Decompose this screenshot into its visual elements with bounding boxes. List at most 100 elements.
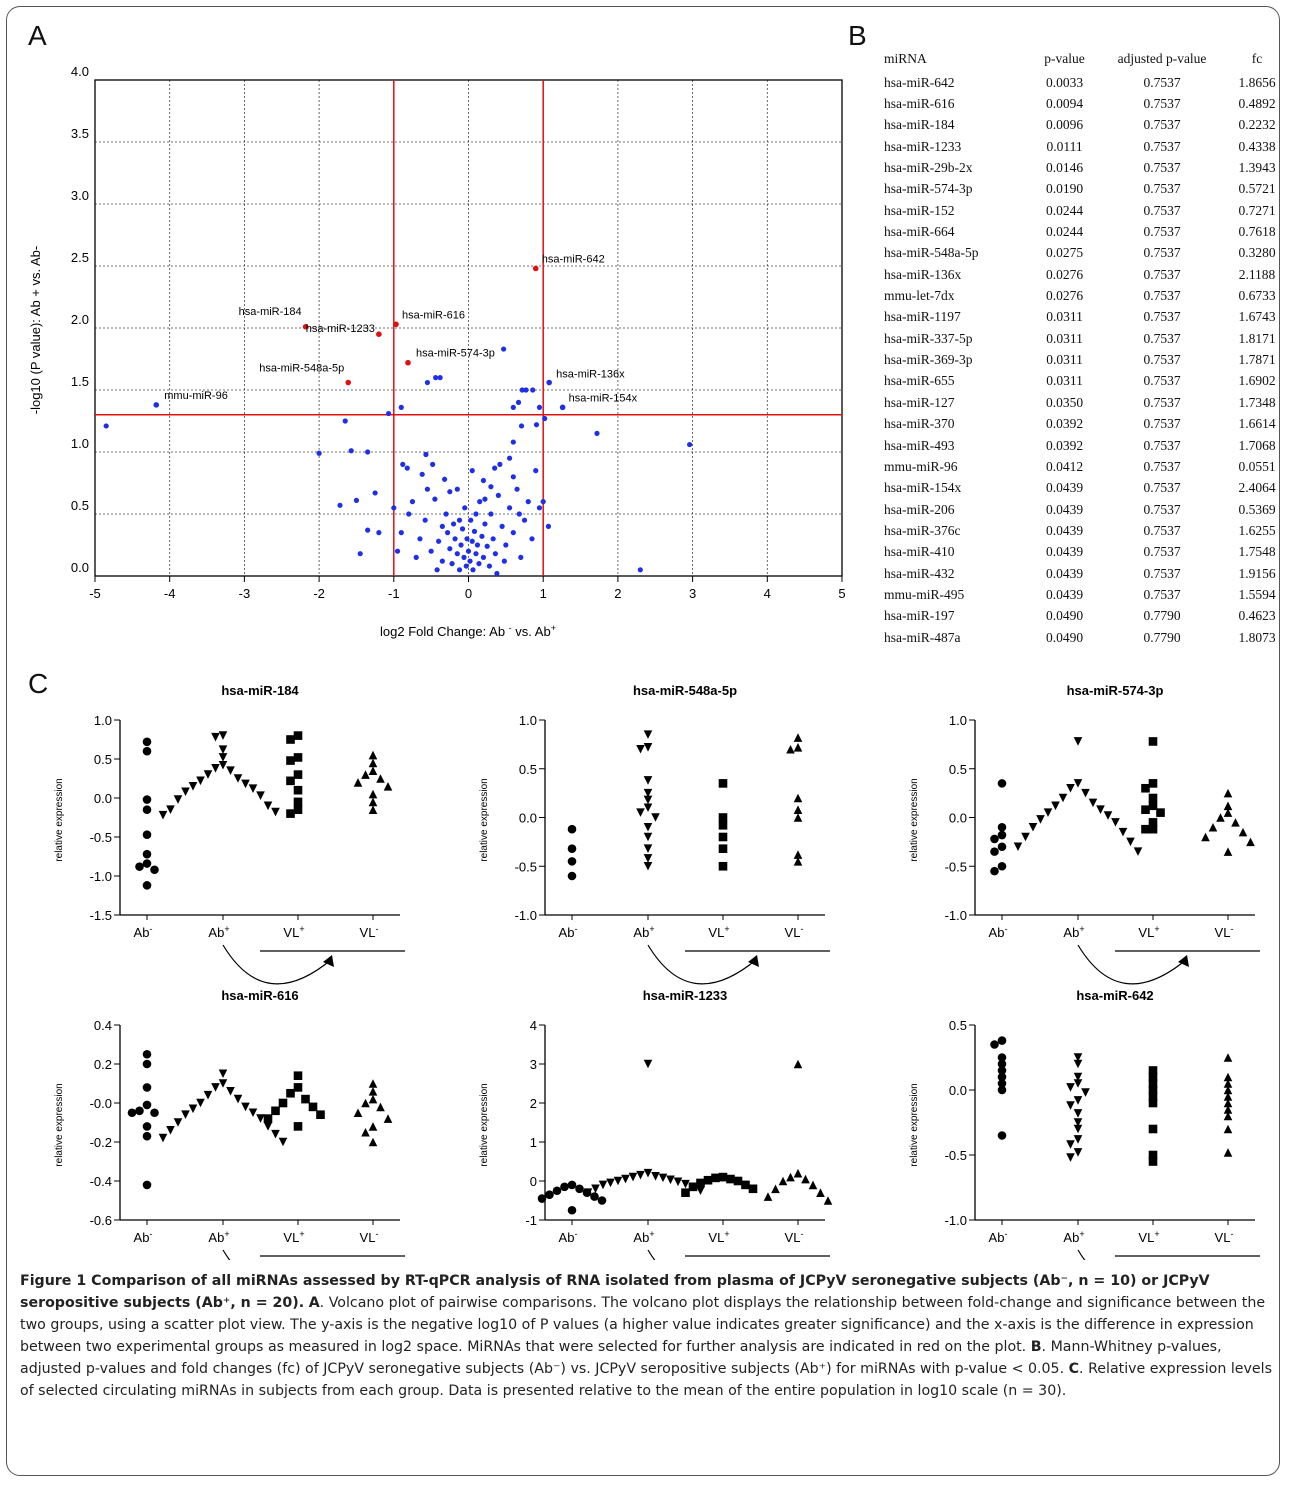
data-point: [598, 1180, 608, 1190]
subgroup-arrow: [222, 944, 333, 985]
y-tick-label: -1.0: [945, 908, 967, 923]
table-row: hsa-miR-1233 0.0111 0.7537 0.4338: [855, 136, 1285, 157]
data-point: [406, 511, 412, 517]
table-cell: 0.7537: [1143, 74, 1181, 90]
data-point: [368, 797, 378, 807]
category-label: VL-: [1215, 924, 1234, 940]
data-point: [218, 760, 228, 770]
data-point: [1223, 1111, 1233, 1121]
data-point: [492, 551, 498, 557]
data-point: [293, 731, 303, 740]
data-point: [501, 346, 507, 352]
data-point: [532, 265, 539, 272]
data-point: [1148, 1072, 1158, 1082]
data-point: [666, 1175, 675, 1185]
data-point: [1148, 1066, 1158, 1075]
y-tick-label: -1.5: [90, 908, 112, 923]
data-point: [404, 465, 410, 471]
data-point: [1103, 811, 1113, 820]
data-point: [433, 375, 439, 381]
table-cell: 0.7537: [1143, 202, 1181, 218]
data-point: [461, 554, 467, 561]
data-point: [658, 1173, 668, 1183]
data-point: [1141, 824, 1150, 834]
table-cell: 0.7790: [1143, 629, 1181, 645]
data-point: [1021, 832, 1030, 842]
data-point: [464, 536, 470, 542]
plot-title: hsa-miR-548a-5p: [633, 683, 737, 698]
data-point: [643, 861, 653, 871]
data-point: [142, 1131, 152, 1141]
y-tick-label: -0.5: [90, 830, 112, 845]
data-point: [419, 471, 425, 477]
data-point: [546, 379, 552, 386]
dot-plot-hsa-miR-1233: hsa-miR-1233 4 3 2 1 0 -1 relative expression Ab…: [479, 988, 833, 1260]
data-point: [394, 548, 401, 554]
table-cell: 0.0275: [1045, 245, 1084, 261]
data-point: [486, 563, 493, 569]
table-cell: 1.8073: [1238, 629, 1276, 645]
y-tick-label: 3.5: [71, 126, 89, 141]
data-point: [816, 1188, 825, 1197]
table-cell: 0.0551: [1238, 458, 1276, 474]
data-point: [1141, 783, 1150, 793]
table-cell: 0.7537: [1143, 96, 1181, 112]
data-point: [293, 753, 303, 762]
category-label: VL+: [283, 1229, 304, 1245]
point-label: hsa-miR-136x: [556, 369, 625, 381]
data-point: [1118, 827, 1128, 837]
data-point: [1223, 1105, 1233, 1114]
data-point: [688, 1182, 698, 1192]
data-point: [1148, 1092, 1158, 1101]
data-point: [142, 1049, 152, 1059]
data-point: [636, 808, 645, 817]
data-point: [1073, 1124, 1083, 1134]
data-point: [368, 1094, 378, 1104]
data-point: [293, 1122, 303, 1131]
data-point: [786, 744, 795, 754]
data-point: [494, 570, 500, 577]
data-point: [536, 505, 543, 511]
table-cell: 0.5721: [1238, 181, 1276, 197]
data-point: [368, 1122, 378, 1131]
y-tick-label: 1: [530, 1135, 537, 1150]
table-cell: 0.7537: [1143, 245, 1181, 261]
table-cell: hsa-miR-642: [884, 74, 955, 90]
dot-plot-hsa-miR-642: hsa-miR-642 0.5 0.0 -0.5 -1.0 relative expres…: [909, 988, 1260, 1260]
category-label: Ab-: [134, 924, 153, 940]
data-point: [376, 530, 382, 536]
table-cell: 0.7537: [1143, 437, 1181, 453]
data-point: [510, 530, 516, 536]
table-cell: 0.5369: [1238, 501, 1276, 517]
y-tick-label: 2.0: [71, 312, 89, 327]
table-cell: hsa-miR-184: [884, 117, 955, 133]
table-cell: 0.7537: [1143, 224, 1181, 240]
data-point: [196, 1098, 205, 1108]
data-point: [391, 505, 397, 511]
y-axis-label: relative expression: [54, 778, 65, 861]
x-tick-label: -4: [164, 586, 176, 601]
data-point: [293, 1083, 303, 1092]
table-cell: hsa-miR-548a-5p: [884, 245, 979, 261]
table-cell: 1.6255: [1238, 522, 1276, 538]
data-point: [393, 321, 399, 328]
dot-plots: hsa-miR-184 1.0 0.5 0.0 -0.5 -1.0 -1.5 relative…: [54, 683, 1260, 1260]
data-point: [376, 1102, 385, 1112]
table-cell: 0.0392: [1045, 416, 1084, 432]
y-tick-label: 0.5: [71, 498, 89, 513]
data-point: [510, 474, 516, 480]
data-point: [226, 1087, 235, 1096]
table-cell: 0.7537: [1143, 458, 1181, 474]
data-point: [1223, 801, 1233, 811]
data-point: [590, 1192, 599, 1201]
category-label: Ab+: [1063, 924, 1084, 940]
data-point: [718, 832, 728, 842]
data-point: [368, 758, 378, 768]
data-point: [519, 387, 525, 393]
category-label: VL+: [1138, 1229, 1159, 1245]
data-point: [533, 468, 539, 474]
data-point: [103, 423, 109, 429]
data-point: [533, 422, 540, 428]
data-point: [997, 1085, 1007, 1095]
y-tick-label: -0.6: [90, 1213, 112, 1228]
